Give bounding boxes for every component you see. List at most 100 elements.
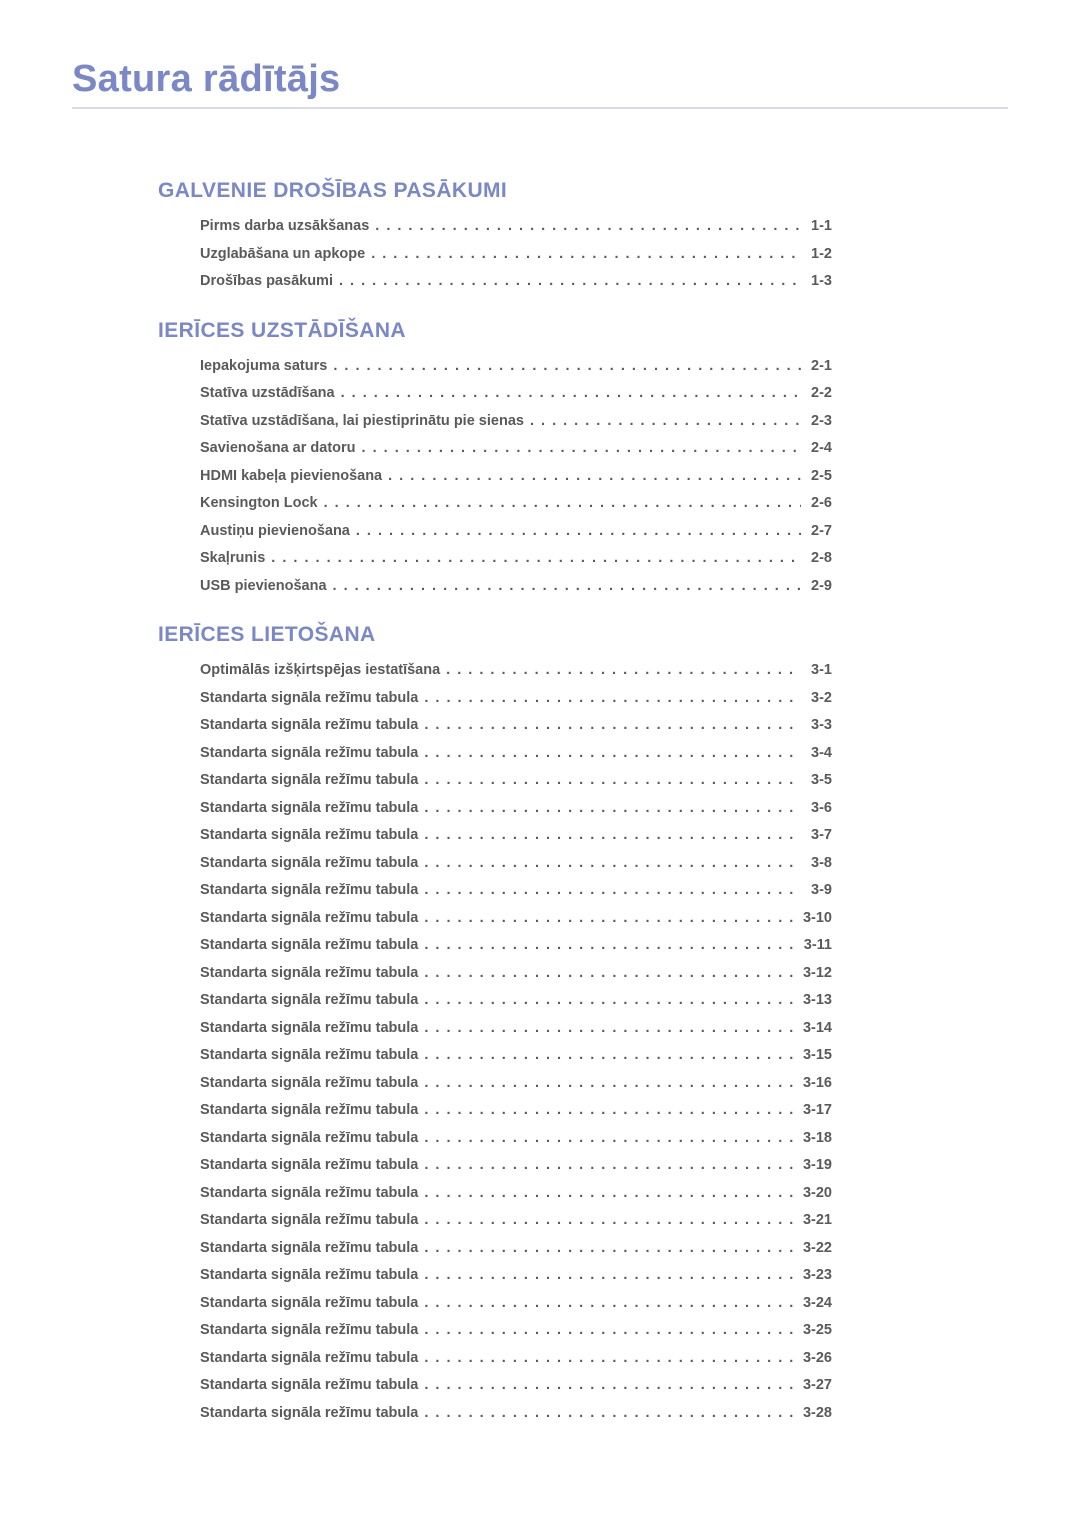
toc-entry[interactable]: Kensington Lock2-6	[200, 496, 832, 511]
section-title[interactable]: GALVENIE DROŠĪBAS PASĀKUMI	[158, 179, 832, 203]
toc-entry-page: 3-23	[799, 1268, 832, 1283]
section-entries: Iepakojuma saturs2-1 Statīva uzstādīšana 2…	[158, 359, 832, 594]
toc-entry-leader	[424, 911, 793, 926]
toc-entry-leader	[424, 1076, 793, 1091]
toc-entry[interactable]: Standarta signāla režīmu tabula3-20	[200, 1186, 832, 1201]
toc-entry[interactable]: Standarta signāla režīmu tabula3-3	[200, 718, 832, 733]
toc-entry[interactable]: Standarta signāla režīmu tabula3-21	[200, 1213, 832, 1228]
toc-entry-page: 3-20	[799, 1186, 832, 1201]
toc-entry-page: 2-2	[807, 386, 832, 401]
toc-entry[interactable]: Savienošana ar datoru2-4	[200, 441, 832, 456]
toc-section: IERĪCES LIETOŠANA Optimālās izšķirtspējas…	[158, 623, 832, 1420]
toc-entry-label: Standarta signāla režīmu tabula	[200, 993, 418, 1008]
toc-entry[interactable]: Standarta signāla režīmu tabula3-15	[200, 1048, 832, 1063]
toc-entry[interactable]: Standarta signāla režīmu tabula3-11	[200, 938, 832, 953]
toc-entry[interactable]: Iepakojuma saturs2-1	[200, 359, 832, 374]
toc-entry-leader	[371, 247, 801, 262]
toc-sections: GALVENIE DROŠĪBAS PASĀKUMI Pirms darba uz…	[72, 179, 832, 1420]
toc-entry-leader	[388, 469, 801, 484]
toc-entry-leader	[530, 414, 801, 429]
toc-entry-label: Austiņu pievienošana	[200, 524, 350, 539]
toc-entry[interactable]: Standarta signāla režīmu tabula3-26	[200, 1351, 832, 1366]
toc-entry-leader	[424, 691, 801, 706]
toc-entry[interactable]: Optimālās izšķirtspējas iestatīšana3-1	[200, 663, 832, 678]
toc-entry-leader	[424, 1158, 793, 1173]
toc-entry-page: 3-18	[799, 1131, 832, 1146]
toc-entry-leader	[424, 1131, 793, 1146]
section-title[interactable]: IERĪCES UZSTĀDĪŠANA	[158, 319, 832, 343]
toc-entry[interactable]: Standarta signāla režīmu tabula3-10	[200, 911, 832, 926]
toc-entry-page: 3-4	[807, 746, 832, 761]
toc-entry-page: 1-2	[807, 247, 832, 262]
toc-entry[interactable]: Standarta signāla režīmu tabula3-25	[200, 1323, 832, 1338]
toc-entry-leader	[424, 801, 801, 816]
toc-entry-leader	[424, 746, 801, 761]
toc-entry-page: 2-9	[807, 579, 832, 594]
toc-entry-label: Standarta signāla režīmu tabula	[200, 1296, 418, 1311]
toc-entry[interactable]: USB pievienošana 2-9	[200, 579, 832, 594]
toc-entry-page: 3-19	[799, 1158, 832, 1173]
toc-entry-leader	[424, 938, 793, 953]
toc-entry-label: USB pievienošana	[200, 579, 327, 594]
toc-entry[interactable]: Statīva uzstādīšana 2-2	[200, 386, 832, 401]
toc-entry-label: Standarta signāla režīmu tabula	[200, 1158, 418, 1173]
toc-entry-label: Standarta signāla režīmu tabula	[200, 828, 418, 843]
toc-entry[interactable]: Standarta signāla režīmu tabula3-16	[200, 1076, 832, 1091]
toc-entry-leader	[424, 966, 793, 981]
toc-entry[interactable]: Drošības pasākumi1-3	[200, 274, 832, 289]
toc-entry-label: Uzglabāšana un apkope	[200, 247, 365, 262]
toc-entry[interactable]: Austiņu pievienošana2-7	[200, 524, 832, 539]
toc-entry-leader	[333, 359, 801, 374]
toc-entry-label: Iepakojuma saturs	[200, 359, 327, 374]
toc-entry[interactable]: Standarta signāla režīmu tabula3-9	[200, 883, 832, 898]
toc-entry[interactable]: Standarta signāla režīmu tabula3-4	[200, 746, 832, 761]
toc-entry[interactable]: Standarta signāla režīmu tabula 3-13	[200, 993, 832, 1008]
toc-entry-leader	[362, 441, 802, 456]
toc-entry[interactable]: Standarta signāla režīmu tabula3-12	[200, 966, 832, 981]
toc-entry-label: HDMI kabeļa pievienošana	[200, 469, 382, 484]
toc-section: GALVENIE DROŠĪBAS PASĀKUMI Pirms darba uz…	[158, 179, 832, 289]
toc-entry[interactable]: Standarta signāla režīmu tabula3-28	[200, 1406, 832, 1421]
toc-entry-page: 3-27	[799, 1378, 832, 1393]
toc-entry[interactable]: Standarta signāla režīmu tabula3-2	[200, 691, 832, 706]
toc-entry[interactable]: Uzglabāšana un apkope 1-2	[200, 247, 832, 262]
toc-entry-page: 3-12	[799, 966, 832, 981]
toc-entry[interactable]: Standarta signāla režīmu tabula3-17	[200, 1103, 832, 1118]
toc-entry[interactable]: Standarta signāla režīmu tabula3-5	[200, 773, 832, 788]
toc-entry[interactable]: Standarta signāla režīmu tabula3-8	[200, 856, 832, 871]
toc-entry-page: 3-3	[807, 718, 832, 733]
toc-entry-label: Drošības pasākumi	[200, 274, 333, 289]
toc-entry-leader	[341, 386, 801, 401]
toc-entry-page: 2-3	[807, 414, 832, 429]
toc-entry-leader	[424, 1241, 793, 1256]
toc-entry-label: Skaļrunis	[200, 551, 265, 566]
toc-entry-page: 3-17	[799, 1103, 832, 1118]
toc-entry-page: 3-10	[799, 911, 832, 926]
toc-entry[interactable]: Standarta signāla režīmu tabula3-7	[200, 828, 832, 843]
toc-entry[interactable]: Standarta signāla režīmu tabula3-6	[200, 801, 832, 816]
toc-entry-label: Statīva uzstādīšana	[200, 386, 335, 401]
toc-entry-leader	[424, 883, 801, 898]
toc-entry[interactable]: Standarta signāla režīmu tabula3-22	[200, 1241, 832, 1256]
toc-entry[interactable]: HDMI kabeļa pievienošana2-5	[200, 469, 832, 484]
toc-entry[interactable]: Statīva uzstādīšana, lai piestiprinātu p…	[200, 414, 832, 429]
toc-entry[interactable]: Standarta signāla režīmu tabula 3-23	[200, 1268, 832, 1283]
toc-entry-leader	[424, 773, 801, 788]
toc-entry-label: Pirms darba uzsākšanas	[200, 219, 369, 234]
toc-entry[interactable]: Standarta signāla režīmu tabula 3-24	[200, 1296, 832, 1311]
toc-entry[interactable]: Standarta signāla režīmu tabula3-27	[200, 1378, 832, 1393]
toc-entry-leader	[424, 1048, 793, 1063]
toc-entry-label: Savienošana ar datoru	[200, 441, 356, 456]
section-title[interactable]: IERĪCES LIETOŠANA	[158, 623, 832, 647]
toc-entry[interactable]: Standarta signāla režīmu tabula 3-19	[200, 1158, 832, 1173]
toc-entry[interactable]: Standarta signāla režīmu tabula3-14	[200, 1021, 832, 1036]
toc-entry-label: Standarta signāla režīmu tabula	[200, 1268, 418, 1283]
toc-entry-page: 2-8	[807, 551, 832, 566]
toc-entry[interactable]: Standarta signāla režīmu tabula3-18	[200, 1131, 832, 1146]
toc-entry-page: 3-13	[799, 993, 832, 1008]
toc-entry[interactable]: Skaļrunis 2-8	[200, 551, 832, 566]
page-title: Satura rādītājs	[72, 58, 1008, 101]
toc-entry-page: 3-24	[799, 1296, 832, 1311]
section-entries: Optimālās izšķirtspējas iestatīšana3-1 St…	[158, 663, 832, 1420]
toc-entry[interactable]: Pirms darba uzsākšanas1-1	[200, 219, 832, 234]
